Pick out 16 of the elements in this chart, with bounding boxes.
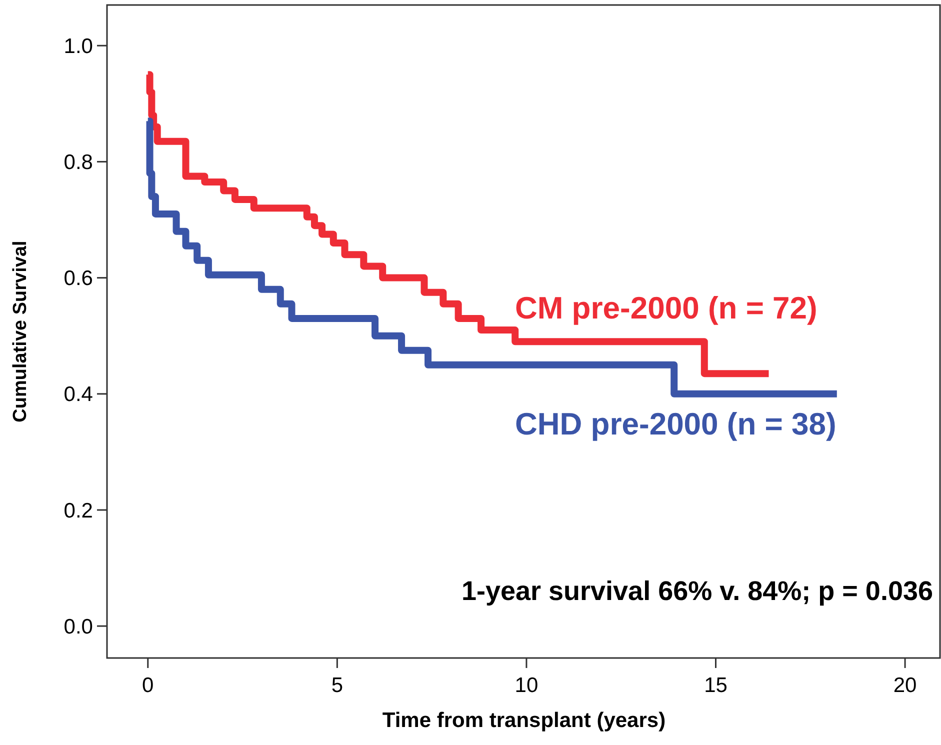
y-tick-label: 0.8: [64, 151, 93, 174]
y-tick-label: 1.0: [64, 34, 93, 58]
x-tick-label: 15: [704, 674, 728, 697]
series-label: CHD pre-2000 (n = 38): [514, 406, 836, 442]
y-tick-label: 0.0: [64, 615, 93, 638]
x-tick-label: 5: [331, 674, 344, 697]
x-tick-label: 0: [142, 674, 154, 697]
annotation: 1-year survival 66% v. 84%; p = 0.036: [461, 576, 933, 606]
series-label: CM pre-2000 (n = 72): [514, 290, 818, 326]
y-tick-label: 0.2: [64, 499, 93, 522]
x-tick-label: 20: [893, 674, 917, 697]
y-axis-title: Cumulative Survival: [10, 240, 31, 422]
y-tick-label: 0.4: [64, 383, 94, 406]
x-axis-title: Time from transplant (years): [382, 709, 666, 732]
y-tick-label: 0.6: [64, 267, 93, 290]
x-tick-label: 10: [514, 674, 538, 697]
